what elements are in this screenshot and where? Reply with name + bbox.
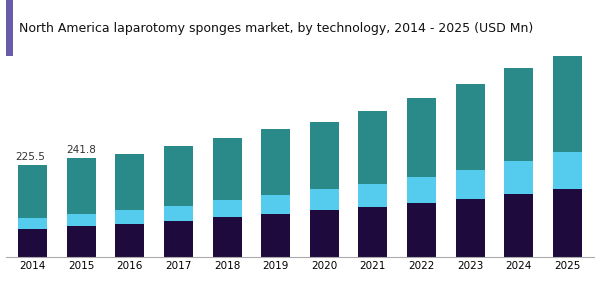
Bar <box>504 161 533 194</box>
Bar <box>407 203 436 257</box>
Bar <box>164 221 193 257</box>
Bar <box>358 207 388 257</box>
Bar <box>261 129 290 195</box>
Bar <box>310 122 339 189</box>
Bar <box>310 211 339 257</box>
Text: 225.5: 225.5 <box>16 152 45 162</box>
Bar <box>164 206 193 221</box>
Bar <box>67 227 96 257</box>
Text: 241.8: 241.8 <box>67 145 96 155</box>
Bar <box>18 218 47 229</box>
Bar <box>67 158 96 214</box>
Bar <box>407 98 436 177</box>
Bar <box>455 84 485 170</box>
Bar <box>358 183 388 207</box>
Bar <box>115 211 145 224</box>
Bar <box>455 170 485 199</box>
Bar <box>553 153 582 189</box>
Bar <box>212 200 242 217</box>
Bar <box>553 189 582 257</box>
Bar <box>261 214 290 257</box>
FancyBboxPatch shape <box>6 0 13 56</box>
Bar <box>407 177 436 203</box>
Bar <box>212 217 242 257</box>
Text: North America laparotomy sponges market, by technology, 2014 - 2025 (USD Mn): North America laparotomy sponges market,… <box>19 22 533 35</box>
Bar <box>18 229 47 257</box>
Bar <box>455 199 485 257</box>
Bar <box>504 68 533 161</box>
Bar <box>553 50 582 153</box>
Bar <box>504 194 533 257</box>
Bar <box>261 195 290 214</box>
Bar <box>164 146 193 206</box>
Bar <box>115 224 145 257</box>
Bar <box>115 154 145 211</box>
Bar <box>358 111 388 183</box>
Bar <box>18 165 47 218</box>
Bar <box>212 138 242 200</box>
Bar <box>67 214 96 227</box>
Bar <box>310 189 339 211</box>
